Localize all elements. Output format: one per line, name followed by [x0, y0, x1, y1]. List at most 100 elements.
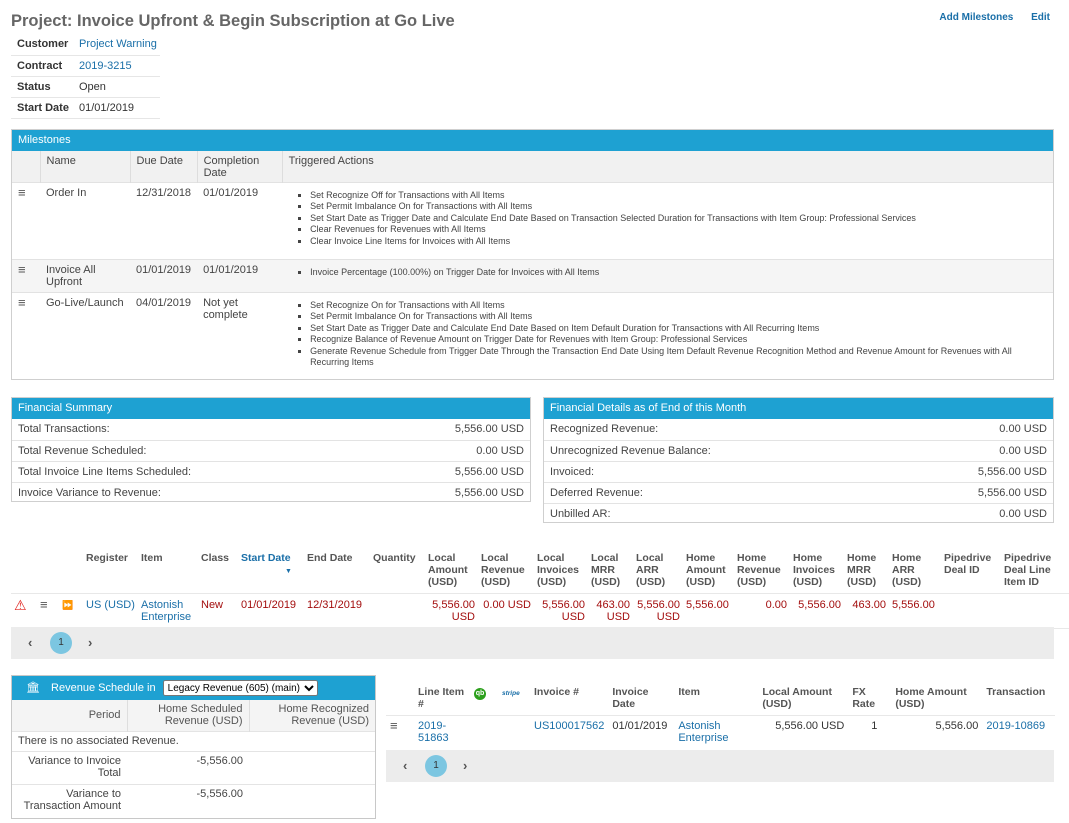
milestones-table: Name Due Date Completion Date Triggered …: [12, 151, 1053, 376]
prev-page-icon[interactable]: ‹: [403, 758, 408, 773]
summary-row: Invoice Variance to Revenue: 5,556.00 USD: [12, 482, 530, 503]
contract-link[interactable]: 2019-3215: [73, 55, 160, 77]
details-row: Invoiced: 5,556.00 USD: [544, 461, 1053, 483]
row-menu-icon[interactable]: ≡: [40, 596, 48, 612]
local-invoices-column-header[interactable]: Local Invoices (USD): [537, 552, 580, 588]
financial-summary-panel: Financial Summary Total Transactions: 5,5…: [11, 397, 531, 502]
add-milestones-link[interactable]: Add Milestones: [939, 12, 1014, 23]
transactions-table: Register Item Class Start Date ▼ End Dat…: [11, 550, 1069, 629]
register-column-header[interactable]: Register: [86, 552, 129, 564]
register-link[interactable]: US (USD): [83, 592, 138, 629]
revenue-schedule-table: Period Home Scheduled Revenue (USD) Home…: [12, 700, 375, 817]
drag-handle-icon[interactable]: ≡: [18, 184, 26, 200]
triggered-action: Clear Invoice Line Items for Invoices wi…: [310, 236, 1047, 248]
class-column-header[interactable]: Class: [201, 552, 230, 564]
edit-link[interactable]: Edit: [1031, 12, 1050, 23]
row-menu-icon[interactable]: ≡: [390, 717, 398, 733]
start-date-header-label: Start Date: [241, 552, 291, 564]
summary-value: 5,556.00 USD: [454, 486, 524, 499]
local-invoices-value: 5,556.00 USD: [534, 592, 588, 629]
customer-label: Customer: [11, 34, 73, 56]
triggered-action: Set Recognize Off for Transactions with …: [310, 190, 1047, 202]
customer-link[interactable]: Project Warning: [73, 34, 160, 56]
local-arr-value: 5,556.00 USD: [633, 592, 683, 629]
page-number-button[interactable]: 1: [50, 632, 72, 654]
local-arr-column-header[interactable]: Local ARR (USD): [636, 552, 666, 588]
summary-value: 0.00 USD: [372, 440, 530, 462]
end-date-column-header[interactable]: End Date: [307, 552, 353, 564]
details-row: Recognized Revenue: 0.00 USD: [544, 419, 1053, 441]
triggered-actions-column-header: Triggered Actions: [282, 151, 1053, 182]
home-revenue-column-header[interactable]: Home Revenue (USD): [737, 552, 781, 588]
triggered-actions-list: Invoice Percentage (100.00%) on Trigger …: [288, 267, 1047, 279]
start-date-column-header[interactable]: Start Date ▼: [238, 550, 304, 593]
line-item-link[interactable]: 2019-51863: [414, 714, 470, 748]
top-actions: Add Milestones Edit: [924, 12, 1050, 23]
home-mrr-column-header[interactable]: Home MRR (USD): [847, 552, 877, 588]
triggered-action: Set Recognize On for Transactions with A…: [310, 300, 1047, 312]
triggered-action: Set Start Date as Trigger Date and Calcu…: [310, 323, 1047, 335]
pipedrive-line-column-header[interactable]: Pipedrive Deal Line Item ID: [1004, 552, 1052, 588]
triggered-actions-list: Set Recognize Off for Transactions with …: [288, 190, 1047, 248]
invoice-line-row: ≡ 2019-51863 US100017562 01/01/2019 Asto…: [386, 714, 1055, 748]
home-arr-column-header[interactable]: Home ARR (USD): [892, 552, 922, 588]
milestone-name: Invoice All Upfront: [40, 258, 130, 292]
stripe-icon: stripe: [502, 690, 520, 697]
details-label: Unbilled AR:: [550, 507, 611, 520]
line-item-column-header[interactable]: Line Item #: [418, 686, 465, 710]
summary-label: Total Invoice Line Items Scheduled:: [12, 461, 373, 483]
item-link[interactable]: Astonish Enterprise: [138, 592, 198, 629]
details-value: 5,556.00 USD: [890, 482, 1053, 504]
item-column-header[interactable]: Item: [678, 686, 700, 698]
home-amount-column-header[interactable]: Home Amount (USD): [895, 686, 967, 710]
item-column-header[interactable]: Item: [141, 552, 163, 564]
local-revenue-column-header[interactable]: Local Revenue (USD): [481, 552, 525, 588]
milestone-completion-date: 01/01/2019: [197, 258, 283, 292]
expand-column-header: [59, 550, 83, 593]
home-recognized-column-header: Home Recognized Revenue (USD): [249, 700, 375, 731]
home-amount-column-header[interactable]: Home Amount (USD): [686, 552, 726, 588]
home-arr-value: 5,556.00: [889, 592, 941, 629]
handle-column-header: [12, 151, 41, 182]
summary-label: Invoice Variance to Revenue:: [18, 486, 161, 499]
page-number-button[interactable]: 1: [425, 755, 447, 777]
warning-icon[interactable]: ⚠: [14, 596, 27, 613]
contract-label: Contract: [11, 55, 73, 77]
details-value: 0.00 USD: [890, 440, 1053, 462]
next-page-icon[interactable]: ›: [88, 635, 93, 650]
prev-page-icon[interactable]: ‹: [28, 635, 33, 650]
triggered-action: Set Start Date as Trigger Date and Calcu…: [310, 213, 1047, 225]
triggered-action: Set Permit Imbalance On for Transactions…: [310, 201, 1047, 213]
transaction-column-header[interactable]: Transaction: [986, 686, 1046, 698]
quantity-column-header[interactable]: Quantity: [373, 552, 416, 564]
pipedrive-deal-column-header[interactable]: Pipedrive Deal ID: [944, 552, 992, 576]
invoice-date-column-header[interactable]: Invoice Date: [612, 686, 649, 710]
quantity-value: [370, 592, 425, 629]
invoice-number-link[interactable]: US100017562: [530, 714, 609, 748]
milestones-header: Milestones: [12, 130, 1053, 151]
home-invoices-column-header[interactable]: Home Invoices (USD): [793, 552, 836, 588]
triggered-actions-list: Set Recognize On for Transactions with A…: [288, 300, 1047, 369]
local-mrr-column-header[interactable]: Local MRR (USD): [591, 552, 621, 588]
variance-transaction-value: -5,556.00: [127, 783, 249, 817]
next-page-icon[interactable]: ›: [463, 758, 468, 773]
invoice-number-column-header[interactable]: Invoice #: [534, 686, 579, 698]
triggered-action: Clear Revenues for Revenues with All Ite…: [310, 224, 1047, 236]
summary-label: Total Transactions:: [12, 419, 373, 441]
status-value: Open: [73, 76, 160, 98]
invoice-date-value: 01/01/2019: [608, 714, 675, 748]
item-link[interactable]: Astonish Enterprise: [674, 714, 759, 748]
due-date-column-header: Due Date: [130, 151, 198, 182]
fx-rate-column-header[interactable]: FX Rate: [852, 686, 876, 710]
drag-handle-icon[interactable]: ≡: [18, 261, 26, 277]
drag-handle-icon[interactable]: ≡: [18, 294, 26, 310]
transaction-link[interactable]: 2019-10869: [982, 714, 1055, 748]
local-amount-column-header[interactable]: Local Amount (USD): [428, 552, 468, 588]
pipedrive-line-value: [1001, 592, 1069, 629]
fast-forward-icon[interactable]: ⏩: [62, 599, 74, 610]
home-mrr-value: 463.00: [844, 592, 889, 629]
details-row: Deferred Revenue: 5,556.00 USD: [544, 482, 1053, 504]
revenue-book-select[interactable]: Legacy Revenue (605) (main): [162, 680, 318, 697]
local-amount-column-header[interactable]: Local Amount (USD): [762, 686, 832, 710]
summary-row: Total Revenue Scheduled: 0.00 USD: [12, 440, 530, 462]
